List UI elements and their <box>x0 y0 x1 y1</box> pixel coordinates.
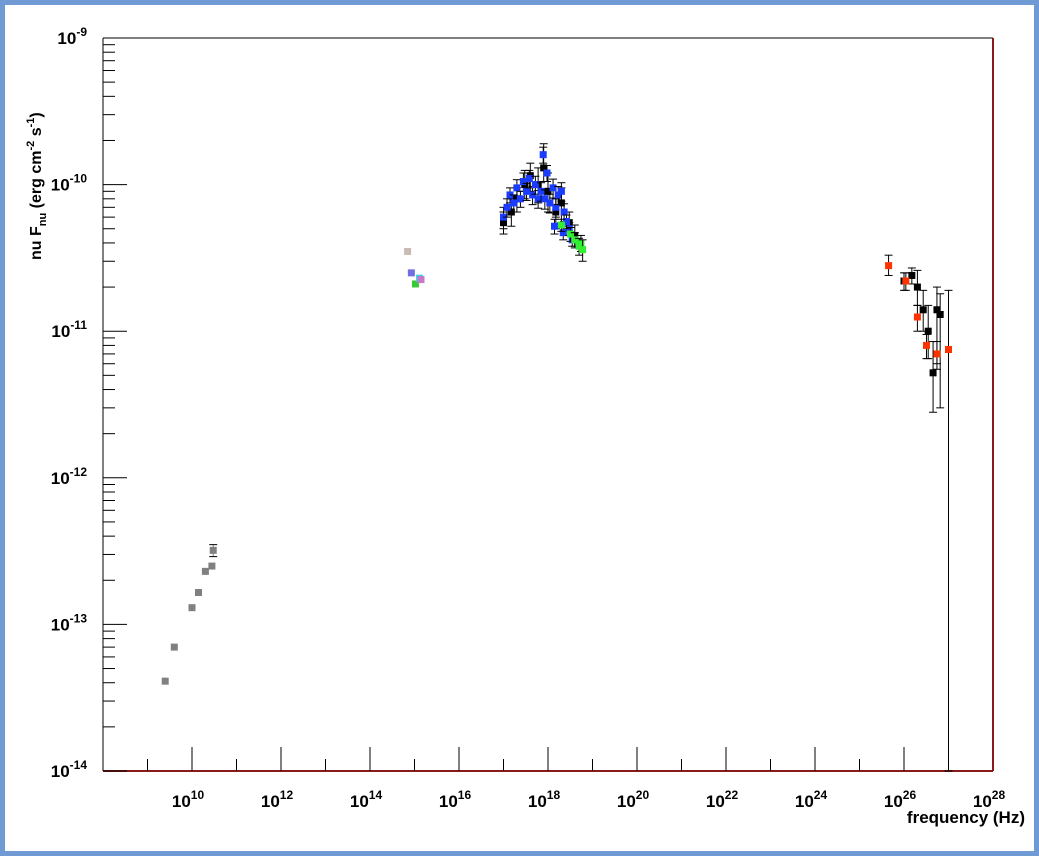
data-point <box>922 341 930 349</box>
series-2 <box>407 269 415 277</box>
data-point <box>534 195 542 203</box>
series-10 <box>884 254 953 772</box>
y-tick-label: 10-13 <box>51 611 88 634</box>
data-point <box>579 246 587 254</box>
y-tick-label: 10-10 <box>51 172 88 195</box>
data-point <box>557 187 565 195</box>
data-point <box>510 199 518 207</box>
x-tick-label: 1018 <box>528 788 561 811</box>
x-tick-label: 1026 <box>884 788 917 811</box>
x-tick-label: 1014 <box>350 788 383 811</box>
data-point <box>525 175 533 183</box>
y-tick-label: 10-12 <box>51 465 88 488</box>
y-tick-label: 10-11 <box>51 318 87 341</box>
data-point <box>546 199 554 207</box>
data-point <box>195 589 203 597</box>
series-7 <box>499 146 577 247</box>
data-point <box>541 195 549 203</box>
data-point <box>552 203 560 211</box>
series-3 <box>411 280 419 288</box>
data-point <box>945 346 952 354</box>
data-point <box>913 283 921 291</box>
series-9 <box>900 267 945 413</box>
series-1 <box>404 247 412 255</box>
data-point <box>549 184 557 192</box>
y-tick-label: 10-14 <box>51 758 88 781</box>
data-point <box>566 230 574 238</box>
data-point <box>531 181 539 189</box>
data-point <box>571 236 579 244</box>
data-point <box>201 567 209 575</box>
data-point <box>417 276 425 284</box>
data-point <box>523 187 531 195</box>
data-point <box>540 164 548 172</box>
data-point <box>908 271 916 279</box>
data-point <box>913 313 921 321</box>
data-point <box>537 187 545 195</box>
data-point <box>560 208 568 216</box>
data-point <box>404 247 412 255</box>
data-point <box>529 191 537 199</box>
x-tick-label: 1010 <box>172 788 205 811</box>
data-point <box>411 280 419 288</box>
data-point <box>577 239 585 247</box>
x-tick-label: 1022 <box>706 788 739 811</box>
series-5 <box>417 276 425 284</box>
data-point <box>557 199 565 207</box>
data-point <box>554 191 562 199</box>
x-tick-label: 1012 <box>261 788 294 811</box>
data-point <box>516 195 524 203</box>
data-point <box>503 203 511 211</box>
data-point <box>209 546 217 554</box>
plot-area <box>102 37 994 772</box>
x-tick-label: 1020 <box>617 788 650 811</box>
data-point <box>885 262 893 270</box>
data-point <box>933 306 941 314</box>
data-point <box>407 269 415 277</box>
x-tick-label: 1028 <box>973 788 1006 811</box>
series-8 <box>557 218 587 262</box>
x-axis-title: frequency (Hz) <box>907 808 1025 827</box>
data-point <box>919 306 927 314</box>
data-point <box>936 310 944 318</box>
data-point <box>519 177 527 185</box>
x-tick-label: 1024 <box>795 788 828 811</box>
data-point <box>929 369 937 377</box>
axis-layer: 1010 1012 1014 1016 1018 1020 1022 1024 1026 1028… <box>51 25 1006 811</box>
data-point <box>539 151 547 159</box>
data-point <box>544 187 552 195</box>
data-point <box>902 277 910 285</box>
data-point <box>933 350 941 358</box>
data-point <box>513 184 521 192</box>
data-point <box>161 677 169 685</box>
data-point <box>188 604 196 612</box>
series-0 <box>161 544 218 685</box>
data-point <box>559 229 567 237</box>
data-point <box>551 222 559 230</box>
data-point <box>543 169 551 177</box>
data-point <box>208 562 216 570</box>
x-tick-label: 1016 <box>439 788 472 811</box>
data-point <box>170 643 178 651</box>
y-axis-title: nu Fnu (erg cm-2 s-1) <box>25 112 49 260</box>
data-point <box>562 218 570 226</box>
data-point <box>924 327 932 335</box>
data-point <box>557 221 565 229</box>
y-tick-label: 10-9 <box>57 25 87 48</box>
data-point <box>513 195 521 203</box>
sed-chart: 1010 1012 1014 1016 1018 1020 1022 1024 1026 1028… <box>25 25 1025 827</box>
data-layer <box>161 143 953 772</box>
